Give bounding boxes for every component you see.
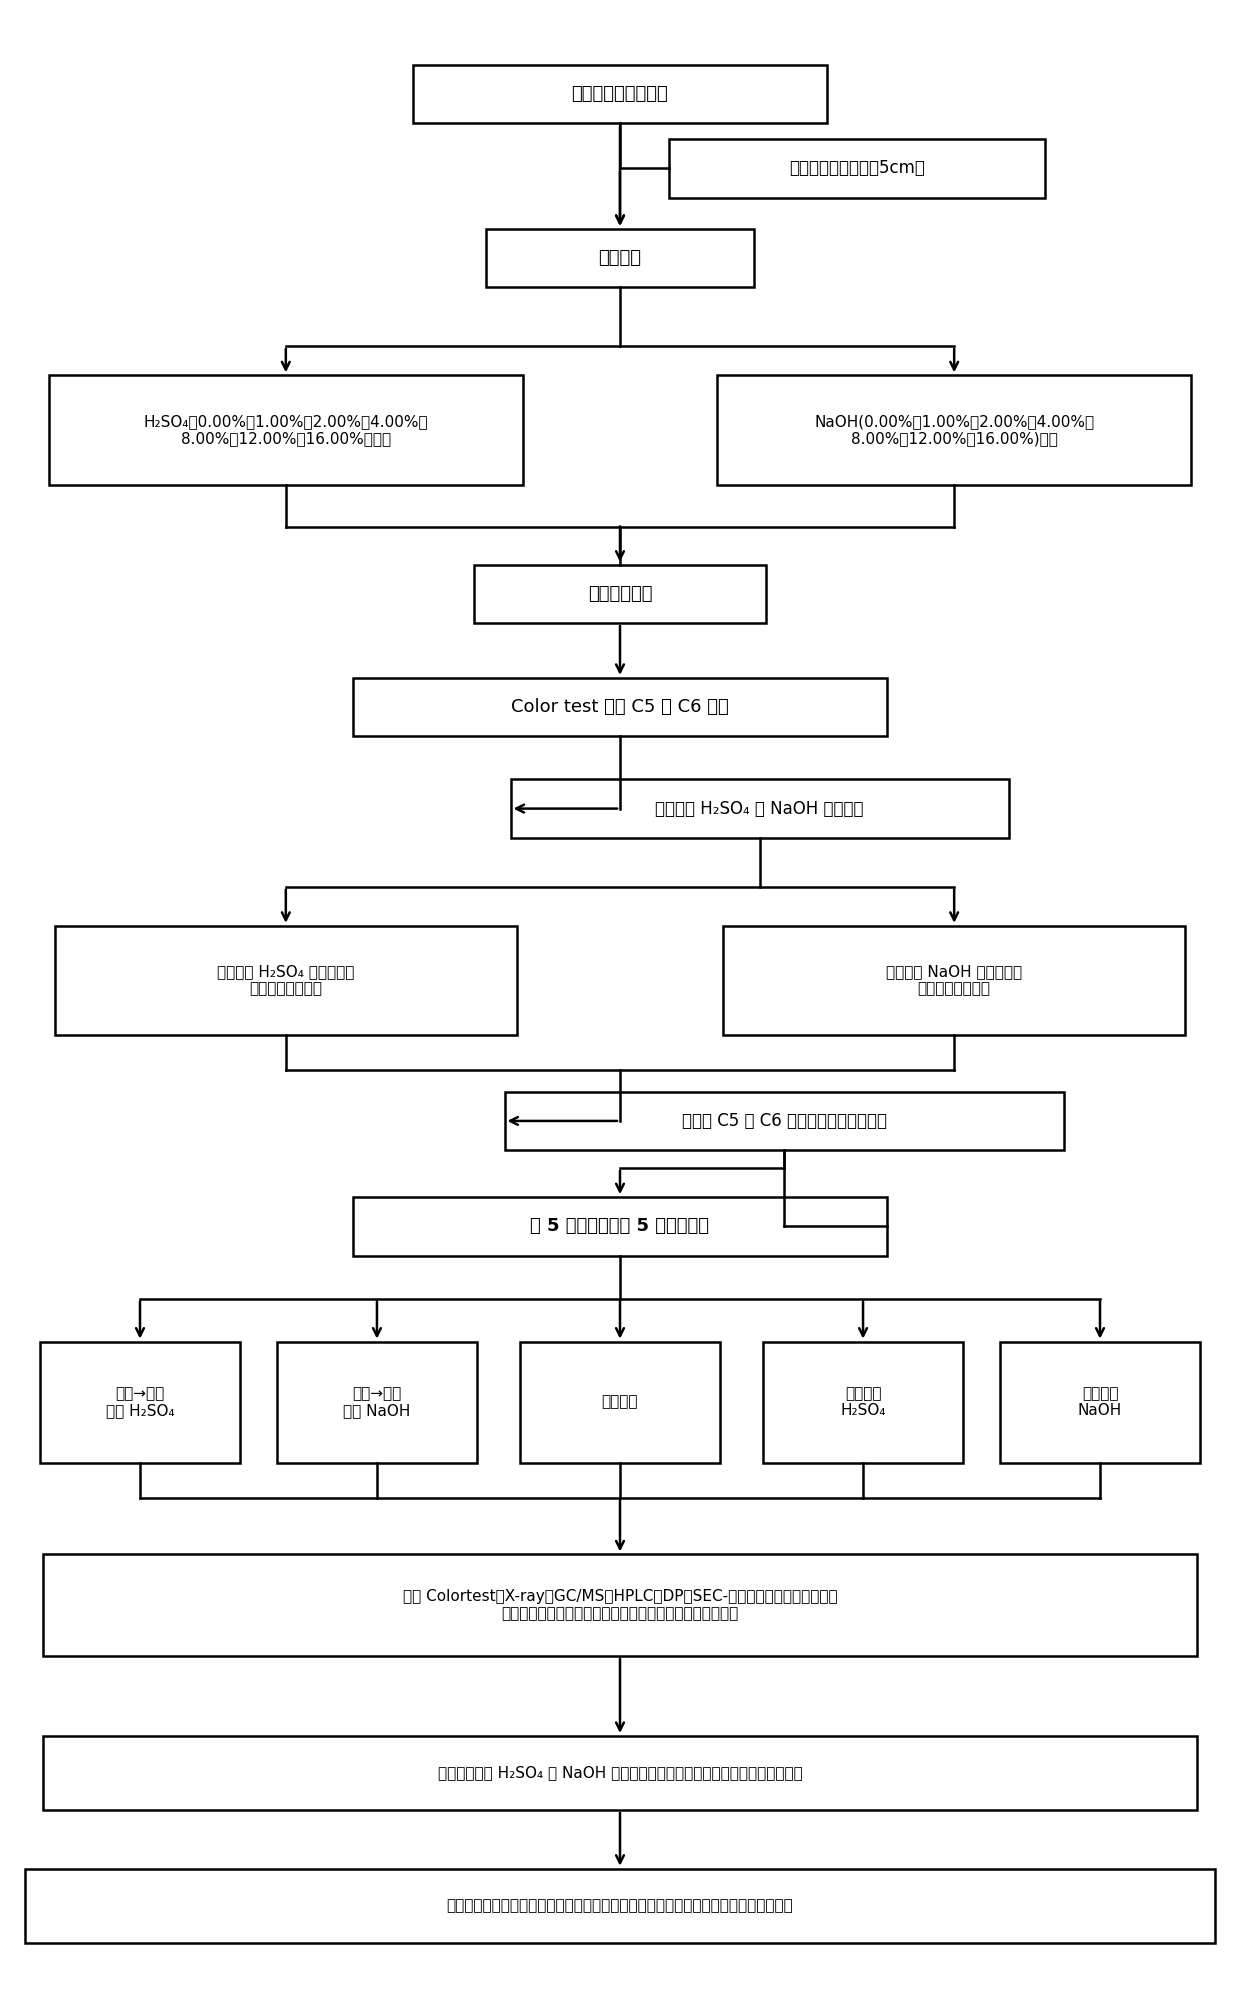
Text: 利用 Colortest、X-ray、GC/MS、HPLC、DP、SEC-电镜等方法分析预处理后样
品细胞壁成分及结构，确定影响降解转化的细胞壁关键因素: 利用 Colortest、X-ray、GC/MS、HPLC、DP、SEC-电镜等… bbox=[403, 1590, 837, 1621]
FancyBboxPatch shape bbox=[520, 1341, 720, 1462]
Text: 棉杆切的长度一致（5cm）: 棉杆切的长度一致（5cm） bbox=[789, 159, 925, 177]
FancyBboxPatch shape bbox=[763, 1341, 963, 1462]
FancyBboxPatch shape bbox=[55, 926, 517, 1036]
FancyBboxPatch shape bbox=[511, 779, 1009, 839]
FancyBboxPatch shape bbox=[413, 66, 827, 124]
FancyBboxPatch shape bbox=[999, 1341, 1200, 1462]
Text: 棉杆最佳浓度 H₂SO₄ 或 NaOH 预处理后，研究上清液抑制物对糖酵转化的影响: 棉杆最佳浓度 H₂SO₄ 或 NaOH 预处理后，研究上清液抑制物对糖酵转化的影… bbox=[438, 1765, 802, 1781]
Text: 利用最佳 H₂SO₄ 浓度设置梯
度预处理重复三次: 利用最佳 H₂SO₄ 浓度设置梯 度预处理重复三次 bbox=[217, 964, 355, 996]
FancyBboxPatch shape bbox=[352, 677, 888, 737]
FancyBboxPatch shape bbox=[723, 926, 1185, 1036]
FancyBboxPatch shape bbox=[668, 139, 1045, 197]
Text: 纤维素酶酶解: 纤维素酶酶解 bbox=[588, 586, 652, 604]
Text: 确定最佳 H₂SO₄ 和 NaOH 反应浓度: 确定最佳 H₂SO₄ 和 NaOH 反应浓度 bbox=[656, 799, 864, 817]
FancyBboxPatch shape bbox=[505, 1092, 1064, 1149]
Text: 汽爆→最佳
浓度 NaOH: 汽爆→最佳 浓度 NaOH bbox=[343, 1386, 410, 1418]
FancyBboxPatch shape bbox=[277, 1341, 477, 1462]
Text: 陆地棉、海岛棉棉杆: 陆地棉、海岛棉棉杆 bbox=[572, 86, 668, 104]
FancyBboxPatch shape bbox=[40, 1341, 241, 1462]
Text: 利用最佳 NaOH 浓度设置梯
度预处理重复三次: 利用最佳 NaOH 浓度设置梯 度预处理重复三次 bbox=[887, 964, 1022, 996]
FancyBboxPatch shape bbox=[43, 1554, 1197, 1655]
Text: 最佳浓度
H₂SO₄: 最佳浓度 H₂SO₄ bbox=[841, 1386, 885, 1418]
Text: 分析两个种类棉花及各种处理间的差异，确定适合做生物能源和生物材料的种类和方法: 分析两个种类棉花及各种处理间的差异，确定适合做生物能源和生物材料的种类和方法 bbox=[446, 1898, 794, 1912]
FancyBboxPatch shape bbox=[474, 564, 766, 623]
FancyBboxPatch shape bbox=[486, 229, 754, 287]
FancyBboxPatch shape bbox=[43, 1735, 1197, 1811]
Text: H₂SO₄（0.00%，1.00%，2.00%，4.00%，
8.00%，12.00%，16.00%）处理: H₂SO₄（0.00%，1.00%，2.00%，4.00%， 8.00%，12.… bbox=[144, 414, 428, 446]
Text: 确定产 C5 和 C6 含量最高的预处理方法: 确定产 C5 和 C6 含量最高的预处理方法 bbox=[682, 1112, 887, 1129]
Text: 汽爆一次: 汽爆一次 bbox=[599, 249, 641, 267]
Text: 最佳浓度
NaOH: 最佳浓度 NaOH bbox=[1078, 1386, 1122, 1418]
FancyBboxPatch shape bbox=[48, 374, 523, 484]
Text: 汽爆→最佳
浓度 H₂SO₄: 汽爆→最佳 浓度 H₂SO₄ bbox=[105, 1386, 175, 1418]
Text: NaOH(0.00%，1.00%，2.00%，4.00%，
8.00%，12.00%，16.00%)处理: NaOH(0.00%，1.00%，2.00%，4.00%， 8.00%，12.0… bbox=[815, 414, 1094, 446]
FancyBboxPatch shape bbox=[352, 1197, 888, 1255]
FancyBboxPatch shape bbox=[717, 374, 1192, 484]
FancyBboxPatch shape bbox=[25, 1868, 1215, 1942]
Text: Color test 测定 C5 和 C6 含量: Color test 测定 C5 和 C6 含量 bbox=[511, 697, 729, 715]
Text: 汽爆一次: 汽爆一次 bbox=[601, 1394, 639, 1410]
Text: 取 5 个样品分别作 5 种不同处理: 取 5 个样品分别作 5 种不同处理 bbox=[531, 1217, 709, 1235]
